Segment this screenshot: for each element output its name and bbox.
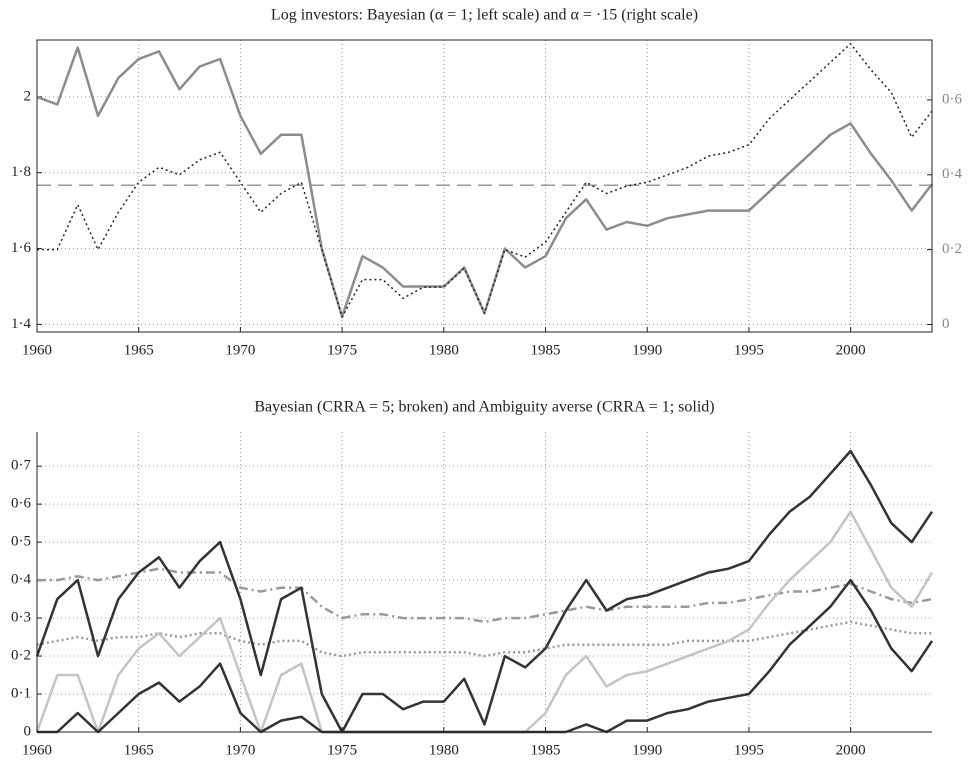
series-line	[36, 620, 932, 658]
y-tick-label: 1·8	[11, 164, 31, 180]
x-tick-label: 1960	[22, 342, 52, 358]
y-tick-label: 2	[24, 88, 32, 104]
x-tick-label: 1960	[22, 742, 52, 758]
series-line	[35, 510, 934, 734]
y-tick-label: 0·4	[11, 572, 31, 588]
x-tick-label: 1970	[225, 342, 255, 358]
x-tick-label: 1990	[632, 342, 662, 358]
plot-frame	[36, 39, 933, 333]
y-tick-label: 0·1	[11, 685, 31, 701]
x-tick-label: 1990	[632, 742, 662, 758]
x-tick-label: 1970	[225, 742, 255, 758]
y2-tick-label: 0·2	[942, 241, 962, 257]
x-tick-label: 1975	[327, 742, 357, 758]
y-tick-label: 1·6	[11, 240, 31, 256]
y-tick-label: 0·6	[11, 496, 31, 512]
plot-axes	[36, 432, 932, 733]
y-tick-label: 0	[24, 723, 32, 739]
x-tick-label: 1985	[531, 342, 561, 358]
x-tick-label: 2000	[836, 342, 866, 358]
x-tick-label: 1965	[124, 742, 154, 758]
y-tick-label: 1·4	[11, 316, 31, 332]
y-tick-label: 0·5	[11, 534, 31, 550]
x-tick-label: 1975	[327, 342, 357, 358]
y2-tick-label: 0·6	[942, 91, 962, 107]
x-tick-label: 1980	[429, 742, 459, 758]
y-tick-label: 0·7	[11, 458, 31, 474]
series-line	[37, 567, 933, 624]
series-line	[35, 449, 934, 734]
series-line	[37, 42, 933, 318]
x-tick-label: 1965	[124, 342, 154, 358]
x-tick-label: 1995	[734, 742, 764, 758]
chart-title: Log investors: Bayesian (α = 1; left sca…	[271, 7, 698, 24]
y-tick-label: 0·2	[11, 647, 31, 663]
x-tick-label: 1995	[734, 342, 764, 358]
series-line	[36, 46, 933, 319]
chart-title: Bayesian (CRRA = 5; broken) and Ambiguit…	[254, 399, 714, 416]
y2-tick-label: 0·4	[942, 166, 962, 182]
y2-tick-label: 0	[942, 316, 950, 332]
x-tick-label: 1980	[429, 342, 459, 358]
x-tick-label: 2000	[836, 742, 866, 758]
x-tick-label: 1985	[531, 742, 561, 758]
y-tick-label: 0·3	[11, 610, 31, 626]
